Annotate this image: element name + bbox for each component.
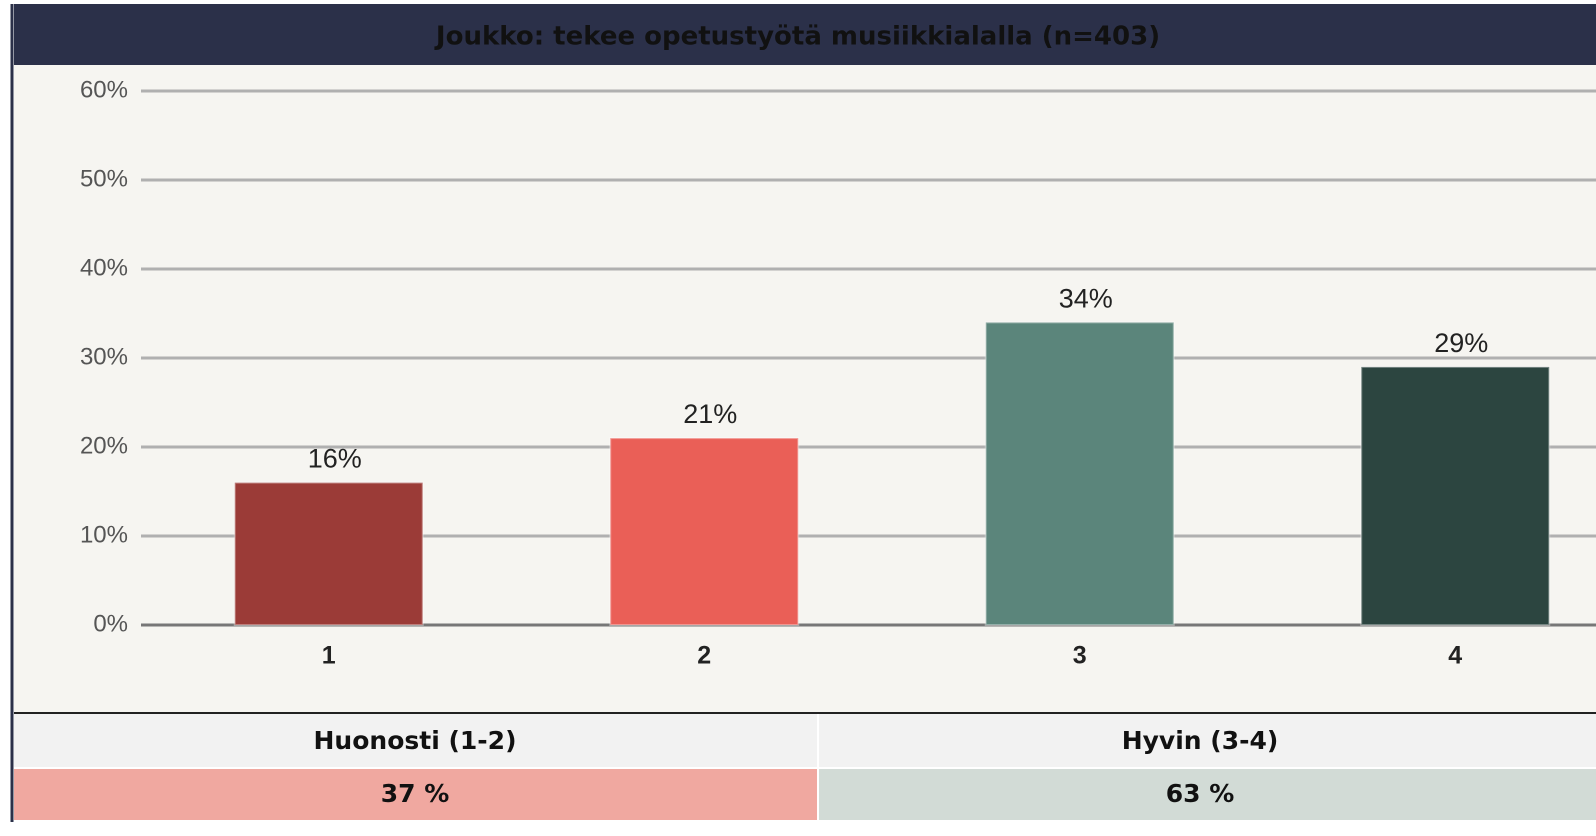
y-tick-label: 50% (80, 165, 128, 192)
summary-value: 63 % (1166, 779, 1235, 808)
bar (609, 437, 800, 626)
x-tick-label: 1 (322, 642, 336, 670)
plot: 0% 10% 20% 30% 40% 50% 60% 1 16% 2 21% 3 34% 4 29% (80, 76, 1596, 670)
x-tick-label: 4 (1448, 642, 1462, 670)
summary-cell-high (819, 768, 1596, 820)
y-tick-label: 20% (80, 432, 128, 459)
y-tick-label: 0% (93, 610, 128, 637)
bar (233, 481, 424, 626)
title-bar (14, 4, 1596, 65)
panel-background (14, 4, 1596, 820)
summary-value: 37 % (381, 779, 450, 808)
x-tick-label: 2 (697, 642, 711, 670)
summary-header: Hyvin (3-4) (1122, 726, 1279, 755)
data-label: 34% (1059, 284, 1113, 314)
bar (1360, 365, 1551, 626)
y-tick-label: 10% (80, 521, 128, 548)
bar (984, 321, 1175, 626)
summary-header-row (14, 714, 1596, 768)
data-label: 29% (1434, 328, 1488, 358)
data-label: 21% (683, 399, 737, 429)
summary-header: Huonosti (1-2) (314, 726, 517, 755)
x-tick-label: 3 (1073, 642, 1087, 670)
data-label: 16% (308, 444, 362, 474)
y-tick-label: 30% (80, 343, 128, 370)
y-tick-label: 40% (80, 254, 128, 281)
chart-title: Joukko: tekee opetustyötä musiikkialalla… (434, 22, 1160, 52)
summary-cell-low (14, 768, 817, 820)
y-tick-label: 60% (80, 76, 128, 103)
